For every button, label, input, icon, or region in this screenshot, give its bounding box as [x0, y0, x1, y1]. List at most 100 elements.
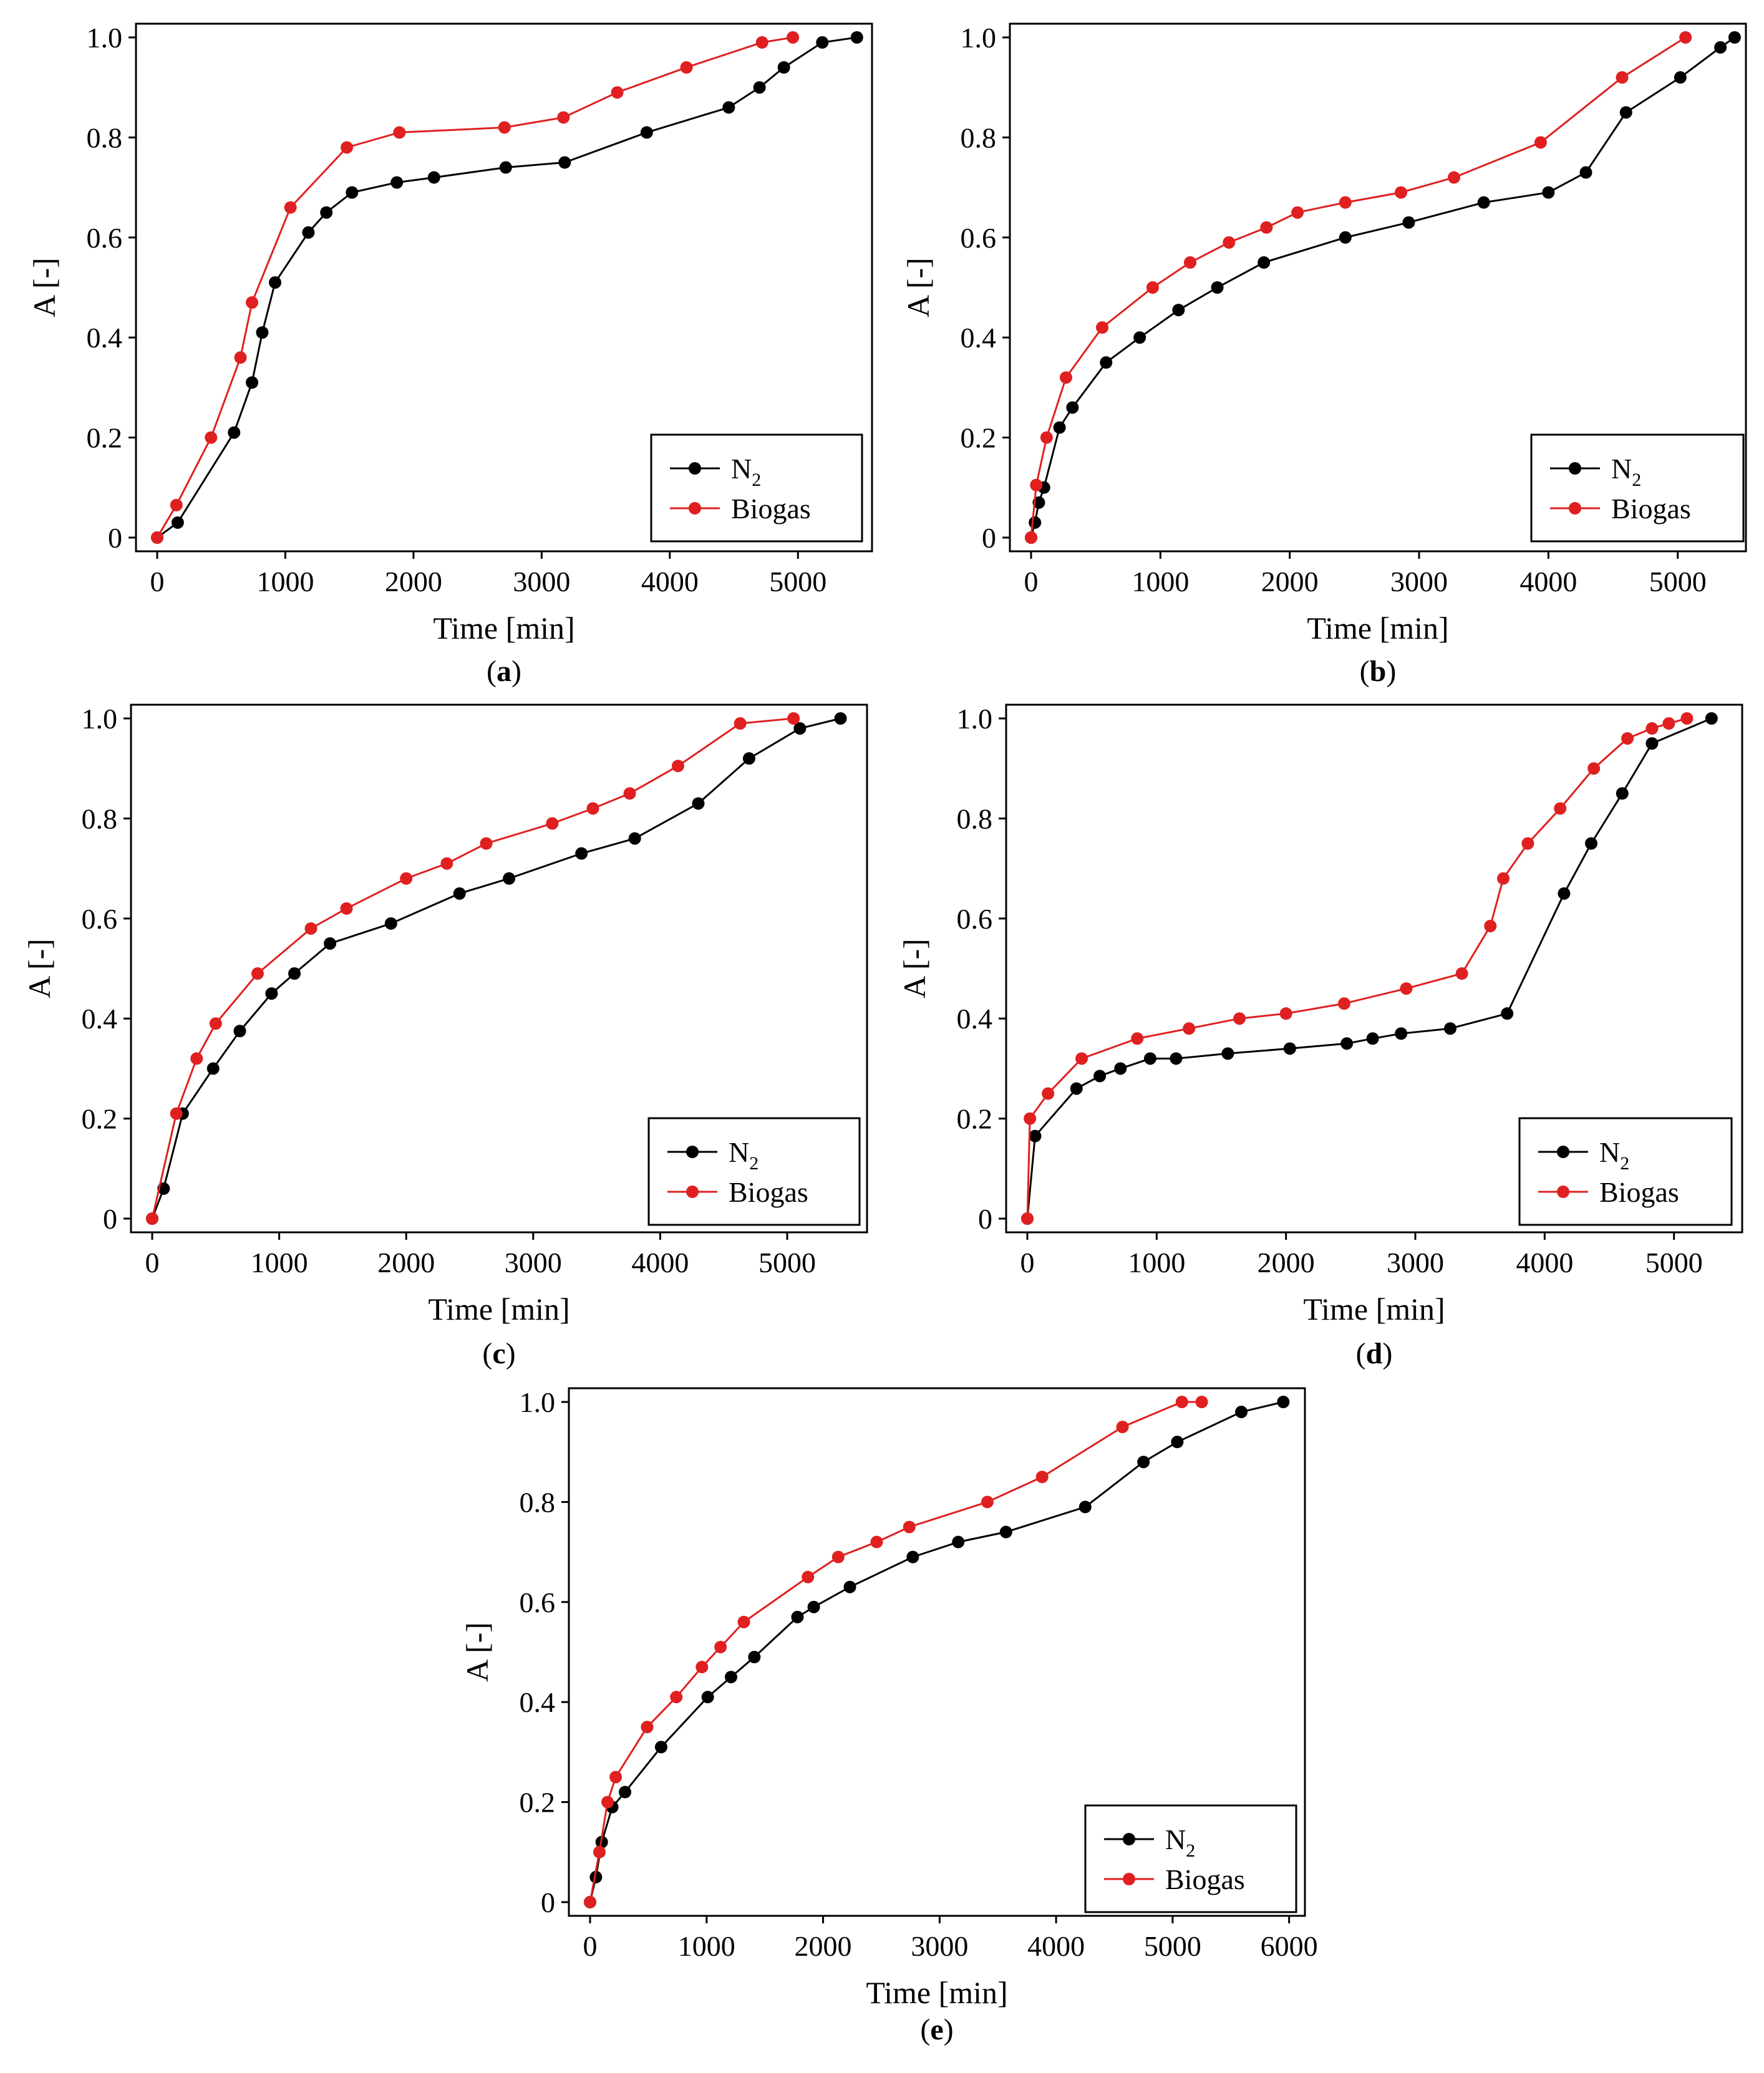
data-point-n2: [288, 967, 301, 980]
legend-marker: [1123, 1873, 1135, 1885]
chart-panel-b: 0 0.2 0.4 0.6 0.8 1.0 0 1000 2000 3000 4000 5000 Tim…: [901, 22, 1747, 688]
data-point-n2: [628, 832, 641, 845]
x-tick-label: 5000: [1645, 1247, 1703, 1278]
data-point-biogas: [209, 1017, 222, 1030]
data-point-biogas: [1291, 206, 1304, 219]
data-point-biogas: [1021, 1212, 1034, 1225]
legend-label-n2: N2: [1611, 453, 1641, 490]
data-point-biogas: [1040, 431, 1053, 444]
y-tick-label: 0.8: [957, 803, 993, 834]
data-point-n2: [575, 847, 588, 860]
legend-marker: [686, 1186, 699, 1198]
plot-frame: [568, 1387, 1306, 1917]
plot-frame: [130, 703, 868, 1234]
data-point-biogas: [1587, 762, 1601, 775]
data-point-biogas: [1183, 1022, 1196, 1035]
data-point-biogas: [1534, 136, 1547, 149]
data-point-n2: [453, 887, 466, 900]
data-point-n2: [1714, 41, 1727, 54]
y-tick-label: 0.8: [82, 803, 118, 834]
data-point-n2: [692, 797, 705, 810]
series-line-n2: [1030, 36, 1735, 538]
data-point-biogas: [586, 802, 599, 815]
data-point-n2: [619, 1785, 632, 1799]
data-point-n2: [1070, 1082, 1083, 1095]
data-point-biogas: [546, 817, 559, 830]
data-point-biogas: [498, 121, 511, 134]
x-tick-label: 1000: [678, 1930, 735, 1962]
y-axis-title: A [-]: [27, 258, 62, 317]
data-point-n2: [843, 1580, 856, 1593]
data-point-biogas: [1680, 712, 1694, 725]
legend-marker: [686, 1146, 699, 1158]
legend-label-biogas: Biogas: [1611, 493, 1691, 524]
data-point-biogas: [170, 1107, 183, 1120]
x-tick-label: 5000: [1144, 1930, 1201, 1962]
data-point-biogas: [601, 1795, 614, 1809]
data-point-biogas: [146, 1212, 158, 1225]
data-point-n2: [816, 36, 829, 49]
series-line-biogas: [1026, 717, 1687, 1219]
data-point-n2: [742, 752, 755, 765]
data-point-n2: [589, 1870, 603, 1883]
y-tick-label: 1.0: [520, 1386, 556, 1418]
x-tick-label: 2000: [377, 1247, 435, 1278]
data-point-biogas: [1146, 281, 1159, 294]
x-axis-title: Time [min]: [1303, 1292, 1445, 1326]
y-tick-label: 0: [982, 522, 996, 554]
data-point-biogas: [1616, 71, 1629, 84]
data-point-n2: [171, 516, 184, 529]
x-axis-title: Time [min]: [433, 611, 574, 645]
data-point-n2: [1137, 1456, 1150, 1469]
series-line-biogas: [156, 36, 793, 538]
y-tick-label: 0: [108, 522, 122, 554]
data-point-biogas: [734, 717, 747, 730]
data-point-biogas: [190, 1052, 203, 1065]
y-tick-label: 0.6: [961, 222, 997, 254]
data-point-n2: [1283, 1042, 1296, 1055]
x-tick-label: 3000: [1387, 1247, 1444, 1278]
y-tick-label: 0.4: [961, 322, 997, 354]
data-point-biogas: [1394, 186, 1407, 199]
data-point-biogas: [609, 1771, 623, 1784]
data-point-biogas: [251, 967, 264, 980]
panel-label: (a): [487, 655, 521, 688]
legend-label-biogas: Biogas: [1599, 1176, 1679, 1208]
data-point-n2: [1340, 1037, 1354, 1050]
legend-label-n2: N2: [729, 1136, 758, 1174]
data-point-n2: [999, 1525, 1012, 1539]
data-point-n2: [558, 156, 571, 169]
data-point-n2: [1619, 106, 1632, 119]
data-point-biogas: [1042, 1087, 1055, 1100]
data-point-biogas: [1035, 1471, 1049, 1484]
data-point-n2: [228, 426, 241, 439]
x-axis-title: Time [min]: [866, 1975, 1007, 2010]
y-tick-label: 0.6: [520, 1587, 556, 1618]
data-point-biogas: [584, 1896, 596, 1908]
legend-marker: [1557, 1146, 1569, 1158]
data-point-n2: [1170, 1052, 1183, 1065]
data-point-n2: [722, 101, 735, 114]
x-tick-label: 0: [150, 566, 165, 597]
data-point-n2: [1402, 216, 1415, 229]
data-point-biogas: [340, 902, 353, 915]
x-tick-label: 4000: [1516, 1247, 1573, 1278]
data-point-biogas: [1400, 982, 1413, 995]
data-point-biogas: [671, 760, 684, 773]
legend-label-biogas: Biogas: [1165, 1863, 1245, 1895]
x-tick-label: 4000: [1519, 566, 1577, 597]
series-line-biogas: [1030, 36, 1686, 538]
x-tick-label: 0: [1024, 566, 1039, 597]
x-axis-title: Time [min]: [1307, 611, 1448, 645]
y-tick-label: 0: [541, 1887, 555, 1918]
data-point-n2: [1705, 712, 1718, 725]
legend-box: [650, 433, 863, 543]
data-point-biogas: [981, 1496, 994, 1509]
data-point-n2: [1674, 71, 1687, 84]
data-point-biogas: [1075, 1052, 1088, 1065]
y-tick-label: 0: [978, 1203, 992, 1235]
data-point-n2: [390, 176, 404, 189]
chart-panel-d: 0 0.2 0.4 0.6 0.8 1.0 0 1000 2000 3000 4000 5000 Tim…: [897, 703, 1743, 1370]
data-point-n2: [1114, 1062, 1127, 1075]
